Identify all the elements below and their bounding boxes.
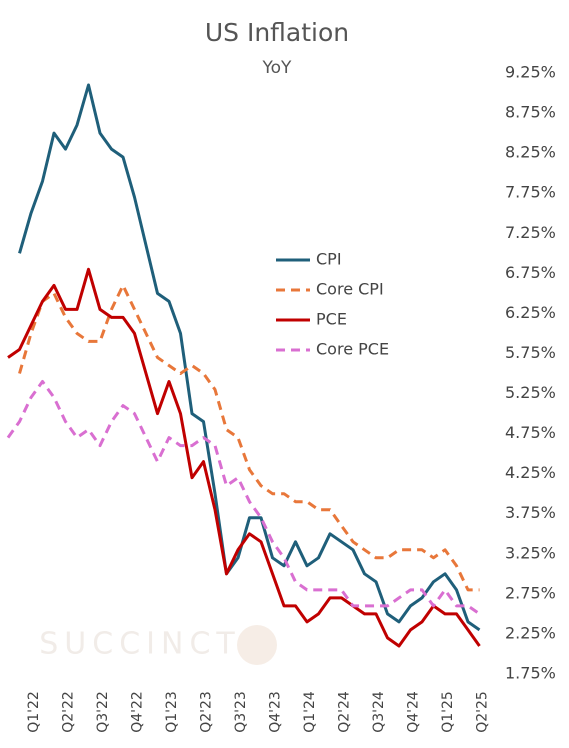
x-tick-label: Q2'24 [337, 691, 353, 733]
chart-subtitle: YoY [262, 58, 293, 78]
legend-label: PCE [316, 310, 347, 329]
x-tick-label: Q3'24 [371, 691, 387, 733]
y-tick-label: 4.75% [505, 423, 556, 442]
legend-label: Core PCE [316, 340, 389, 359]
y-tick-label: 7.75% [505, 183, 556, 202]
y-tick-label: 9.25% [505, 63, 556, 82]
watermark-logo [237, 625, 277, 665]
legend-label: CPI [316, 250, 342, 269]
y-tick-label: 2.75% [505, 583, 556, 602]
x-tick-label: Q1'22 [26, 691, 42, 733]
x-tick-label: Q2'25 [475, 691, 491, 733]
x-tick-label: Q4'24 [406, 691, 422, 733]
y-tick-label: 4.25% [505, 463, 556, 482]
x-tick-label: Q3'23 [233, 691, 249, 733]
x-tick-label: Q4'23 [268, 691, 284, 733]
watermark: SUCCINCT [39, 627, 240, 662]
x-tick-label: Q3'22 [95, 691, 111, 733]
x-tick-label: Q1'25 [440, 691, 456, 733]
y-tick-label: 8.25% [505, 143, 556, 162]
series-line [18, 83, 481, 632]
series-line [7, 267, 481, 648]
y-tick-label: 7.25% [505, 223, 556, 242]
x-tick-label: Q4'22 [130, 691, 146, 733]
x-tick-label: Q1'24 [302, 691, 318, 733]
legend-label: Core CPI [316, 280, 384, 299]
y-tick-label: 5.75% [505, 343, 556, 362]
y-tick-label: 3.25% [505, 543, 556, 562]
series-line [6, 380, 481, 616]
y-tick-label: 2.25% [505, 623, 556, 642]
y-tick-label: 5.25% [505, 383, 556, 402]
y-tick-label: 6.25% [505, 303, 556, 322]
y-tick-label: 8.75% [505, 103, 556, 122]
y-tick-label: 6.75% [505, 263, 556, 282]
chart-title: US Inflation [205, 18, 349, 47]
y-tick-label: 3.75% [505, 503, 556, 522]
series-line [18, 283, 480, 592]
x-tick-label: Q2'23 [199, 691, 215, 733]
x-tick-label: Q2'22 [61, 691, 77, 733]
x-tick-label: Q1'23 [164, 691, 180, 733]
y-tick-label: 1.75% [505, 664, 556, 683]
